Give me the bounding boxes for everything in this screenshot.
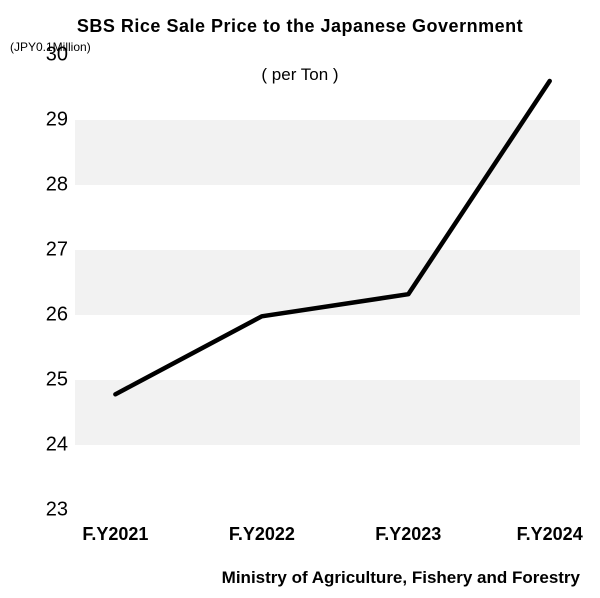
x-tick-label: F.Y2024: [517, 524, 583, 545]
line-series: [75, 55, 580, 510]
y-tick-label: 30: [28, 44, 68, 67]
source-label: Ministry of Agriculture, Fishery and For…: [0, 568, 580, 588]
y-tick-label: 28: [28, 174, 68, 197]
y-tick-label: 23: [28, 499, 68, 522]
chart-title: SBS Rice Sale Price to the Japanese Gove…: [0, 16, 600, 37]
x-tick-label: F.Y2022: [229, 524, 295, 545]
y-tick-label: 27: [28, 239, 68, 262]
chart-container: SBS Rice Sale Price to the Japanese Gove…: [0, 0, 600, 598]
y-tick-label: 26: [28, 304, 68, 327]
x-tick-label: F.Y2023: [375, 524, 441, 545]
y-tick-label: 29: [28, 109, 68, 132]
x-tick-label: F.Y2021: [82, 524, 148, 545]
y-tick-label: 25: [28, 369, 68, 392]
y-tick-label: 24: [28, 434, 68, 457]
plot-area: [75, 55, 580, 510]
